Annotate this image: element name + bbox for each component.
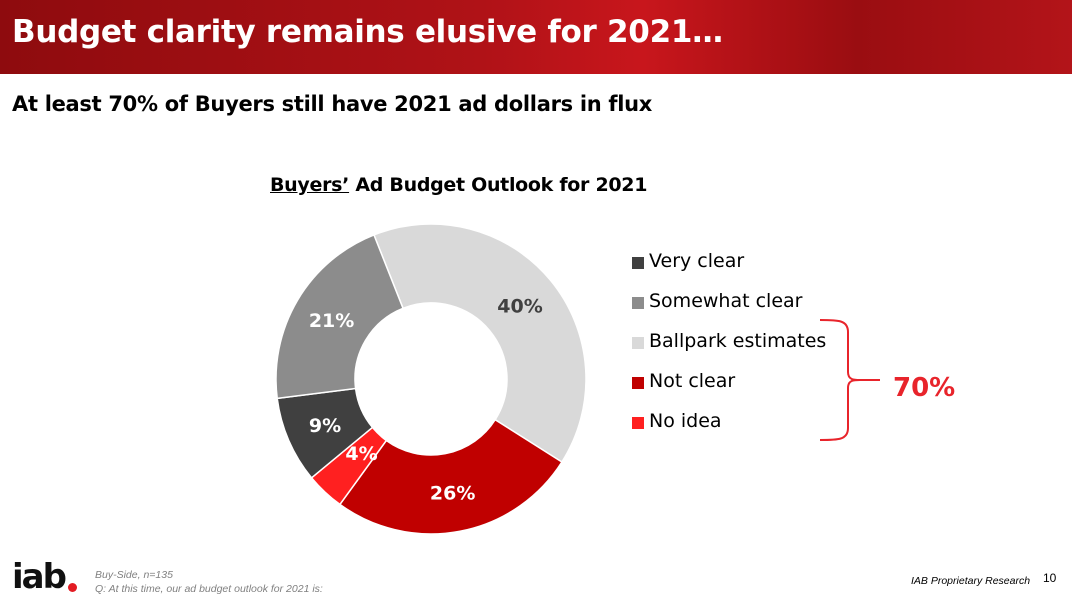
legend-swatch-ballpark-estimates [632,337,644,349]
legend-label-ballpark-estimates: Ballpark estimates [649,330,827,352]
bracket-annotation-label: 70% [893,373,956,403]
iab-logo: iab [12,557,67,597]
header-banner: Budget clarity remains elusive for 2021… [0,0,1072,74]
legend-label-very-clear: Very clear [649,250,745,272]
donut-slice-not-clear [338,418,563,535]
legend-swatch-no-idea [632,417,644,429]
slide-title: Budget clarity remains elusive for 2021… [12,14,723,50]
footnote-question: Q: At this time, our ad budget outlook f… [95,583,323,595]
chart-title-underlined: Buyers’ [270,174,350,196]
footer-source: IAB Proprietary Research [911,575,1031,587]
legend-label-not-clear: Not clear [649,370,736,392]
slide-subtitle: At least 70% of Buyers still have 2021 a… [12,92,653,116]
data-label-no-idea: 4% [345,443,377,465]
legend-swatch-very-clear [632,257,644,269]
donut-slice-ballpark-estimates [372,223,587,464]
legend-swatch-not-clear [632,377,644,389]
legend-label-somewhat-clear: Somewhat clear [649,290,803,312]
chart-title: Buyers’ Ad Budget Outlook for 2021 [270,174,647,196]
data-label-very-clear: 9% [309,415,341,437]
legend-swatch-somewhat-clear [632,297,644,309]
data-label-not-clear: 26% [430,482,475,504]
data-label-somewhat-clear: 21% [309,310,354,332]
donut-slice-somewhat-clear [275,233,404,400]
page-number: 10 [1043,571,1057,585]
legend-label-no-idea: No idea [649,410,722,432]
iab-logo-dot [68,583,77,592]
data-label-ballpark-estimates: 40% [497,295,542,317]
chart-title-rest: Ad Budget Outlook for 2021 [349,174,648,196]
footnote-base: Buy-Side, n=135 [95,569,173,581]
